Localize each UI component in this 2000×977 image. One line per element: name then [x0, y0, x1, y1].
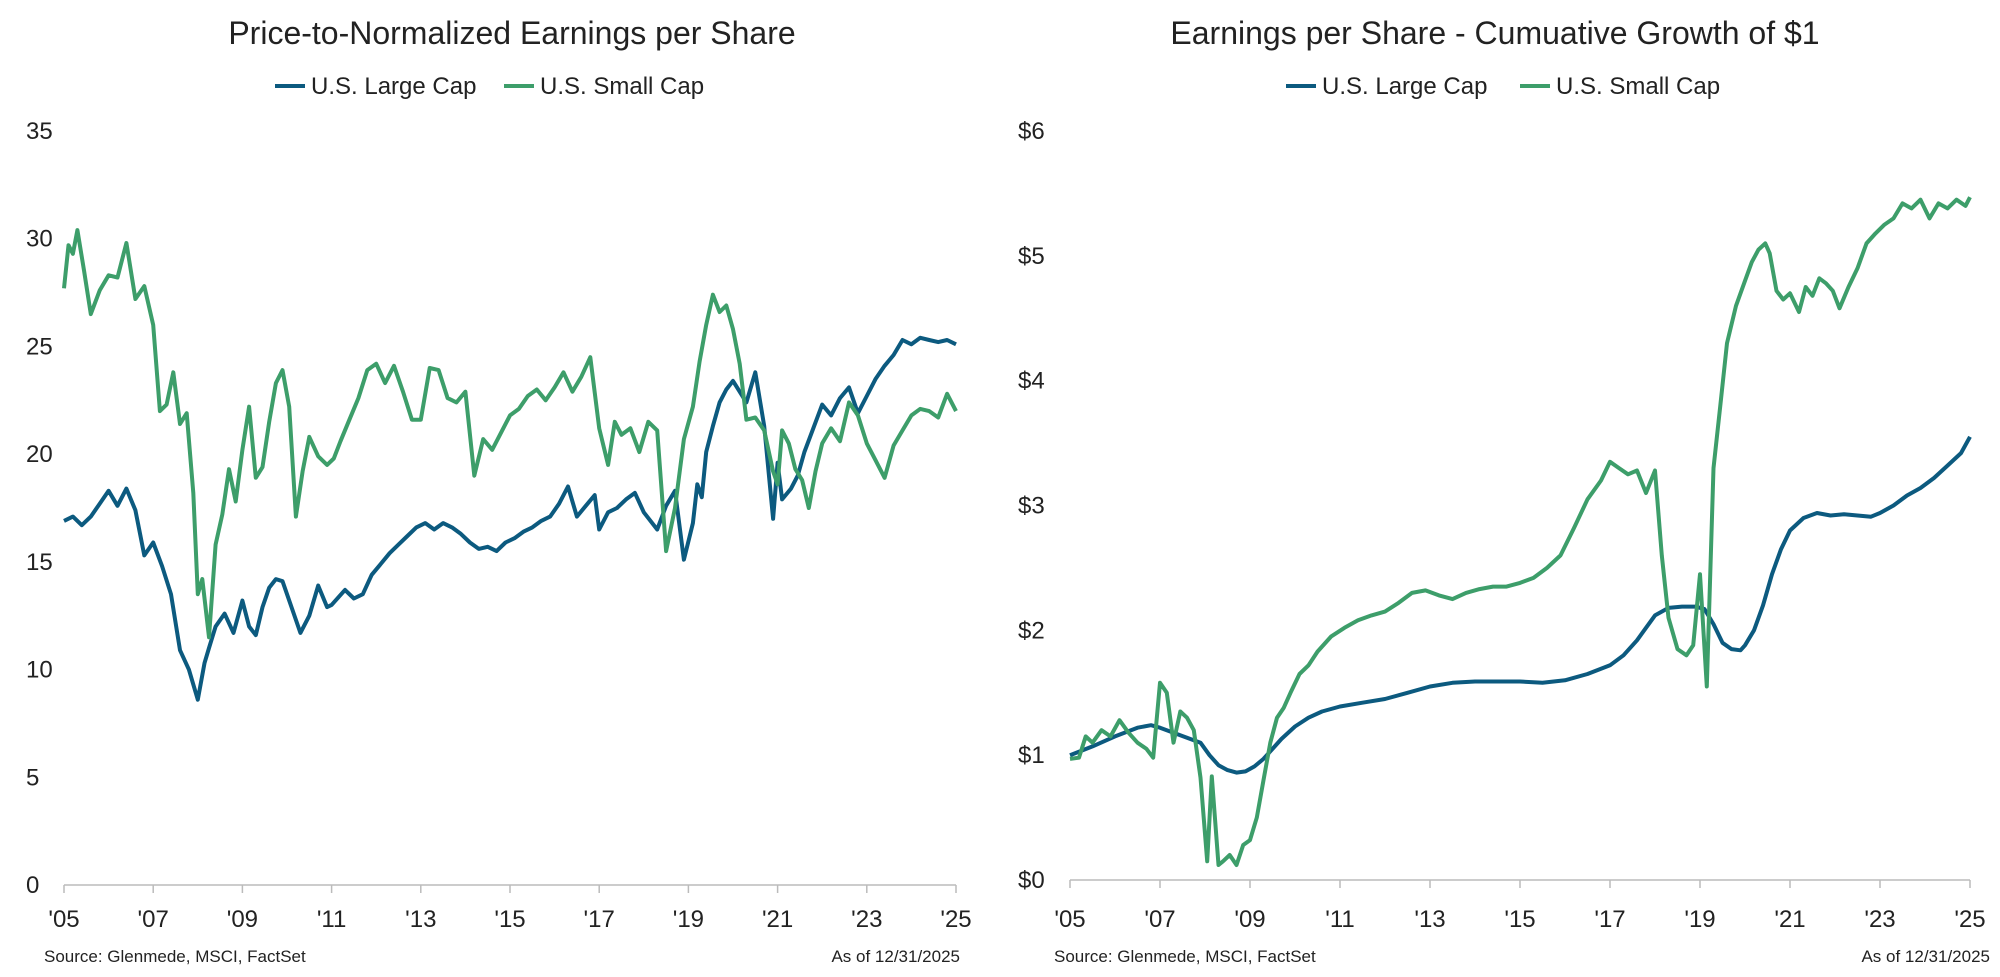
legend-label-small-cap: U.S. Small Cap: [540, 73, 704, 100]
legend: U.S. Large Cap U.S. Small Cap: [275, 73, 704, 100]
y-tick-label: 25: [26, 333, 53, 360]
chart-title: Price-to-Normalized Earnings per Share: [228, 15, 795, 51]
x-tick-label: '05: [1054, 906, 1085, 933]
x-tick-label: '11: [1325, 906, 1355, 933]
line-series-small-cap: [62, 228, 958, 640]
y-tick-label: $2: [1018, 617, 1045, 644]
as-of-date: As of 12/31/2025: [831, 947, 960, 966]
x-tick-label: '23: [1864, 906, 1895, 933]
x-tick-label: '07: [138, 906, 169, 933]
legend-label-large-cap: U.S. Large Cap: [1322, 73, 1487, 100]
x-tick-label: '21: [762, 906, 793, 933]
y-tick-label: 10: [26, 657, 53, 684]
line-series-large-cap: [1069, 435, 1972, 775]
y-tick-label: 5: [26, 764, 39, 791]
x-tick-label: '09: [1234, 906, 1265, 933]
x-tick-label: '25: [1954, 906, 1985, 933]
x-tick-label: '09: [227, 906, 258, 933]
source-note: Source: Glenmede, MSCI, FactSet: [44, 947, 306, 966]
legend-label-small-cap: U.S. Small Cap: [1556, 73, 1720, 100]
x-tick-label: '17: [584, 906, 615, 933]
y-axis-ticks: 0 5 10 15 20 25 30 35: [26, 118, 53, 899]
x-tick-label: '15: [1504, 906, 1535, 933]
y-tick-label: 20: [26, 441, 53, 468]
x-tick-label: '07: [1144, 906, 1175, 933]
pe-ratio-chart: Price-to-Normalized Earnings per Share U…: [26, 15, 972, 966]
y-tick-label: $5: [1018, 243, 1045, 270]
x-tick-label: '17: [1594, 906, 1625, 933]
x-axis-ticks: '05 '07 '09 '11 '13 '15 '17 '19 '21 '23 '25: [48, 885, 972, 933]
x-tick-label: '19: [673, 906, 704, 933]
source-note: Source: Glenmede, MSCI, FactSet: [1054, 947, 1316, 966]
legend-label-large-cap: U.S. Large Cap: [311, 73, 476, 100]
x-tick-label: '05: [48, 906, 79, 933]
x-tick-label: '19: [1684, 906, 1715, 933]
y-tick-label: $1: [1018, 742, 1045, 769]
chart-title: Earnings per Share - Cumuative Growth of…: [1170, 15, 1819, 51]
y-tick-label: $6: [1018, 118, 1045, 145]
y-tick-label: 35: [26, 118, 53, 145]
x-axis-ticks: '05 '07 '09 '11 '13 '15 '17 '19 '21 '23 '25: [1054, 880, 1986, 933]
y-tick-label: 15: [26, 549, 53, 576]
x-tick-label: '13: [405, 906, 436, 933]
y-tick-label: $4: [1018, 368, 1045, 395]
y-tick-label: $3: [1018, 493, 1045, 520]
y-axis-ticks: $0 $1 $2 $3 $4 $5 $6: [1018, 118, 1045, 894]
x-tick-label: '11: [317, 906, 347, 933]
x-tick-label: '25: [940, 906, 971, 933]
line-series-small-cap: [1069, 196, 1972, 867]
y-tick-label: $0: [1018, 867, 1045, 894]
as-of-date: As of 12/31/2025: [1861, 947, 1990, 966]
y-tick-label: 30: [26, 226, 53, 253]
eps-growth-chart: Earnings per Share - Cumuative Growth of…: [1018, 15, 1990, 966]
x-tick-label: '21: [1774, 906, 1805, 933]
line-series-large-cap: [63, 335, 957, 702]
legend: U.S. Large Cap U.S. Small Cap: [1286, 73, 1720, 100]
x-tick-label: '23: [851, 906, 882, 933]
x-tick-label: '15: [494, 906, 525, 933]
y-tick-label: 0: [26, 872, 39, 899]
x-tick-label: '13: [1414, 906, 1445, 933]
